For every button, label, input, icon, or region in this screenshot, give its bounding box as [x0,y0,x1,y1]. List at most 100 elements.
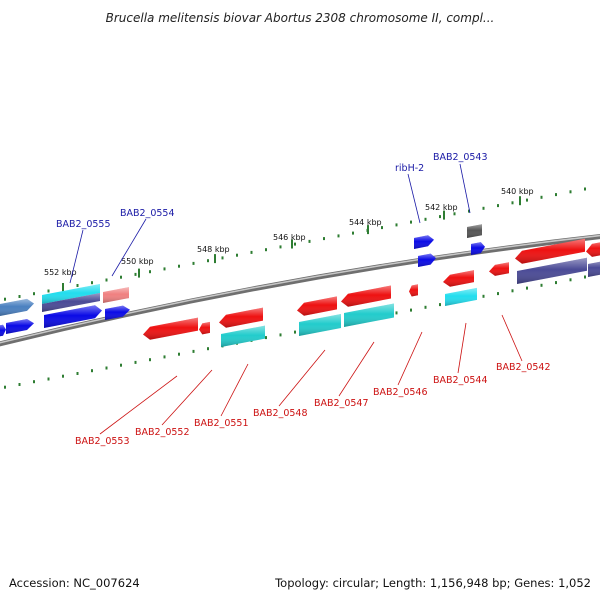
gene-label-bab2-0543[interactable]: BAB2_0543 [433,152,488,163]
gene-fwd-blue-1[interactable] [6,319,34,334]
gene-rev-navy-edge-shade [588,261,600,277]
gene-fwd-steel-1[interactable] [0,298,34,316]
scale-outer-dot [47,289,50,293]
scale-outer-dot [250,250,253,254]
gene-fwd-grey-bab2-0543-shade [467,224,482,238]
scale-inner-dot [134,360,137,364]
gene-rev-red-bab2-0542[interactable] [515,238,585,264]
gene-rev-navy-bab2-0542-shade [517,257,587,284]
gene-fwd-grey-bab2-0543[interactable] [467,224,482,238]
gene-rev-cyan-bab2-0551[interactable] [221,325,265,347]
gene-rev-red-bab2-0548-shade [297,296,337,316]
scale-inner-dot [47,377,50,381]
scale-outer-dot [149,270,151,274]
topology-summary: Topology: circular; Length: 1,156,948 bp… [274,576,591,590]
map-title: Brucella melitensis biovar Abortus 2308 … [106,11,495,25]
scale-inner-dot [482,294,485,298]
accession-text: Accession: NC_007624 [9,576,140,590]
chromosome-backbone [0,234,600,347]
scale-outer-dot [352,231,354,235]
gene-rev-navy-edge[interactable] [588,260,600,277]
tick-label-548: 548 kbp [197,245,230,254]
gene-label-bab2-0547[interactable]: BAB2_0547 [314,398,369,409]
scale-outer-dot [279,245,282,249]
gene-rev-red-bab2-0544[interactable] [443,270,474,287]
gene-rev-cyan-bab2-0544[interactable] [445,287,477,306]
gene-rev-navy-bab2-0542[interactable] [517,257,587,284]
scale-outer-dot [511,201,514,205]
gene-fwd-pink-1[interactable] [103,287,129,303]
tick-label-550: 550 kbp [121,257,154,266]
gene-fwd-blue-4[interactable] [418,253,436,267]
scale-outer-dot [120,275,122,279]
gene-rev-red-bab2-0546[interactable] [409,284,418,297]
gene-label-bab2-0544[interactable]: BAB2_0544 [433,375,488,386]
gene-fwd-navy-1[interactable] [42,293,100,312]
gene-rev-red-edge[interactable] [586,241,600,257]
scale-outer-dot [4,297,6,301]
gene-rev-red-bab2-0553[interactable] [143,317,198,340]
connector-bab2-0551 [220,363,249,417]
connector-bab2-0548 [278,349,326,407]
scale-inner-dot [439,303,441,307]
scale-outer-dot [33,292,35,296]
gene-rev-red-bab2-0542a-shade [489,262,509,276]
gene-label-ribh-2[interactable]: ribH-2 [395,163,424,174]
gene-label-bab2-0553[interactable]: BAB2_0553 [75,436,130,447]
connector-bab2-0552 [161,369,213,426]
scale-outer-dot [410,220,412,224]
scale-inner-dot [584,275,586,279]
scale-inner-dot [163,355,166,359]
gene-rev-cyan-bab2-0548-shade [299,314,341,336]
gene-rev-red-bab2-0547[interactable] [341,285,391,307]
gene-rev-red-bab2-0547-shade [341,285,391,307]
connector-ribh-2 [407,173,421,224]
gene-fwd-blue-ribh[interactable] [414,235,434,249]
scale-inner-dot [207,347,209,351]
gene-label-bab2-0554[interactable]: BAB2_0554 [120,208,175,219]
tick-label-540: 540 kbp [501,187,534,196]
scale-inner-dot [192,349,195,353]
gene-rev-red-bab2-0551a[interactable] [219,307,263,328]
scale-outer-dot [18,295,21,298]
tick-label-544: 544 kbp [349,218,382,227]
gene-fwd-cyan-1[interactable] [42,284,100,304]
scale-inner-dot [497,292,499,296]
gene-labels-reverse: BAB2_0553 BAB2_0552 BAB2_0551 BAB2_0548 … [75,362,551,447]
scale-outer-dot [192,261,195,265]
gene-label-bab2-0552[interactable]: BAB2_0552 [135,427,190,438]
scale-outer-dot [134,272,137,276]
scale-outer-dot [584,187,586,191]
gene-fwd-blue-3[interactable] [105,305,130,320]
gene-rev-red-bab2-0552[interactable] [199,321,210,335]
scale-inner-dot [76,372,79,375]
gene-rev-cyan-bab2-0547[interactable] [344,303,394,328]
scale-outer-dot [236,253,238,257]
connector-bab2-0542 [501,314,523,362]
gene-label-bab2-0548[interactable]: BAB2_0548 [253,408,308,419]
gene-fwd-blue-2-shade [44,305,102,328]
gene-rev-red-bab2-0546-shade [409,284,418,297]
gene-features [0,224,600,347]
gene-label-bab2-0546[interactable]: BAB2_0546 [373,387,428,398]
gene-rev-red-bab2-0542a[interactable] [489,262,509,276]
scale-inner-dot [555,281,557,285]
gene-label-bab2-0542[interactable]: BAB2_0542 [496,362,551,373]
connector-bab2-0544 [457,322,467,374]
connector-bab2-0555 [69,229,84,284]
connector-bab2-0543 [459,163,471,214]
gene-label-bab2-0551[interactable]: BAB2_0551 [194,418,249,429]
gene-fwd-blue-0[interactable] [0,324,6,337]
gene-rev-red-bab2-0548[interactable] [297,296,337,316]
scale-outer-dot [337,234,340,238]
connector-bab2-0547 [338,341,375,397]
gene-fwd-blue-5[interactable] [471,242,485,255]
tick-label-546: 546 kbp [273,233,306,242]
gene-label-bab2-0555[interactable]: BAB2_0555 [56,219,111,230]
scale-outer-dot [163,267,166,271]
gene-rev-cyan-bab2-0548[interactable] [299,314,341,336]
gene-rev-red-bab2-0544-shade [443,270,474,287]
scale-outer-dot [265,248,267,252]
gene-rev-cyan-bab2-0547-shade [344,303,394,327]
gene-fwd-blue-2[interactable] [44,305,102,328]
